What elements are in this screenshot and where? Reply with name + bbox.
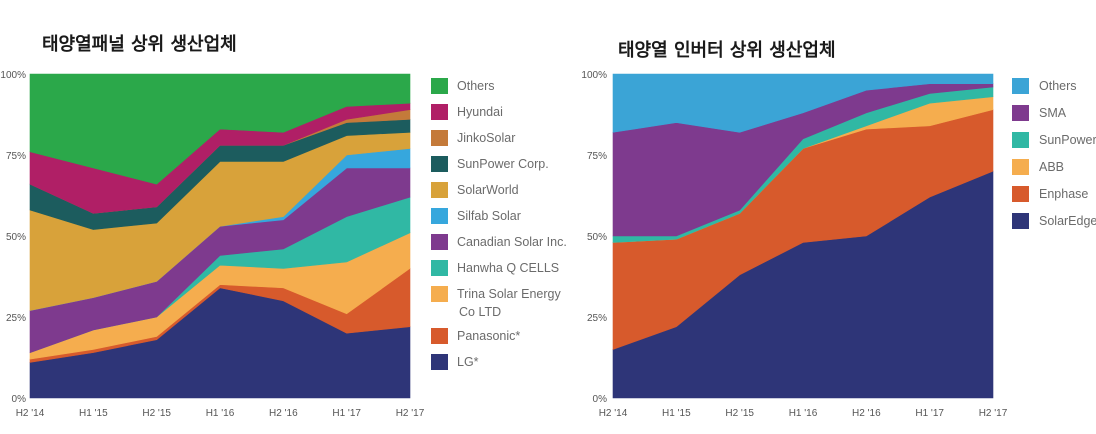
x-tick-label: H1 '17 [915, 408, 944, 419]
x-tick-label: H2 '17 [979, 408, 1008, 419]
x-tick-label: H2 '14 [16, 408, 45, 419]
y-tick-label: 50% [587, 232, 607, 243]
legend-label-sunpower-corp: SunPower Corp. [457, 157, 549, 171]
legend-label-solaredge: SolarEdge [1039, 214, 1096, 228]
x-tick-label: H1 '15 [662, 408, 691, 419]
y-tick-label: 0% [12, 394, 27, 405]
legend-label-panasonic: Panasonic* [457, 329, 520, 343]
y-tick-label: 75% [6, 151, 26, 162]
legend-swatch-solarworld [431, 182, 448, 198]
area-others [29, 73, 411, 185]
x-tick-label: H2 '14 [599, 408, 628, 419]
x-tick-label: H1 '15 [79, 408, 108, 419]
legend-swatch-solaredge [1012, 213, 1029, 229]
x-tick-label: H1 '16 [206, 408, 235, 419]
x-tick-label: H2 '16 [269, 408, 298, 419]
legend-label-others: Others [457, 79, 495, 93]
legend-label-abb: ABB [1039, 160, 1064, 174]
legend-swatch-panasonic [431, 328, 448, 344]
x-tick-label: H1 '17 [332, 408, 361, 419]
legend-swatch-lg [431, 354, 448, 370]
solar-panel-chart: 0% 25% 50% 75% 100% H2 '14 H1 '15 H2 '15 H1 '16 H… [0, 70, 566, 419]
legend-label-enphase: Enphase [1039, 187, 1088, 201]
legend-label-sunpower: SunPower [1039, 133, 1096, 147]
legend-swatch-abb [1012, 159, 1029, 175]
legend-swatch-canadian-solar-inc [431, 234, 448, 250]
y-tick-label: 25% [6, 313, 26, 324]
legend-label-sma: SMA [1039, 106, 1067, 120]
legend-swatch-others [1012, 78, 1029, 94]
legend-label-solarworld: SolarWorld [457, 183, 519, 197]
legend-swatch-sma [1012, 105, 1029, 121]
legend-label-hanwha-q-cells: Hanwha Q CELLS [457, 261, 559, 275]
legend-label-others: Others [1039, 79, 1077, 93]
legend-swatch-sunpower-corp [431, 156, 448, 172]
legend-label-canadian-solar-inc: Canadian Solar Inc. [457, 235, 567, 249]
legend-swatch-trina-solar-energy-co-ltd [431, 286, 448, 302]
legend-label-trina-solar-energy-co-ltd: Trina Solar Energy Co LTD [457, 287, 561, 319]
area-others [612, 73, 994, 133]
legend-swatch-sunpower [1012, 132, 1029, 148]
y-tick-label: 50% [6, 232, 26, 243]
right-chart-title: 태양열 인버터 상위 생산업체 [618, 40, 836, 61]
legend-swatch-silfab-solar [431, 208, 448, 224]
x-tick-label: H2 '15 [725, 408, 754, 419]
legend-label-jinkosolar: JinkoSolar [457, 131, 515, 145]
y-tick-label: 100% [581, 70, 607, 81]
x-tick-label: H2 '17 [396, 408, 425, 419]
y-tick-label: 25% [587, 313, 607, 324]
x-tick-label: H2 '16 [852, 408, 881, 419]
y-tick-label: 0% [593, 394, 608, 405]
x-tick-label: H2 '15 [142, 408, 171, 419]
legend-label-hyundai: Hyundai [457, 105, 503, 119]
legend-swatch-enphase [1012, 186, 1029, 202]
legend-label-lg: LG* [457, 355, 479, 369]
solar-inverter-chart: 0% 25% 50% 75% 100% H2 '14 H1 '15 H2 '15 H1 '16 H… [581, 70, 1096, 419]
legend-swatch-jinkosolar [431, 130, 448, 146]
legend-swatch-hyundai [431, 104, 448, 120]
legend-swatch-hanwha-q-cells [431, 260, 448, 276]
y-tick-label: 75% [587, 151, 607, 162]
x-tick-label: H1 '16 [789, 408, 818, 419]
y-tick-label: 100% [0, 70, 26, 81]
legend-swatch-others [431, 78, 448, 94]
left-chart-title: 태양열패널 상위 생산업체 [42, 34, 237, 55]
legend-label-silfab-solar: Silfab Solar [457, 209, 521, 223]
